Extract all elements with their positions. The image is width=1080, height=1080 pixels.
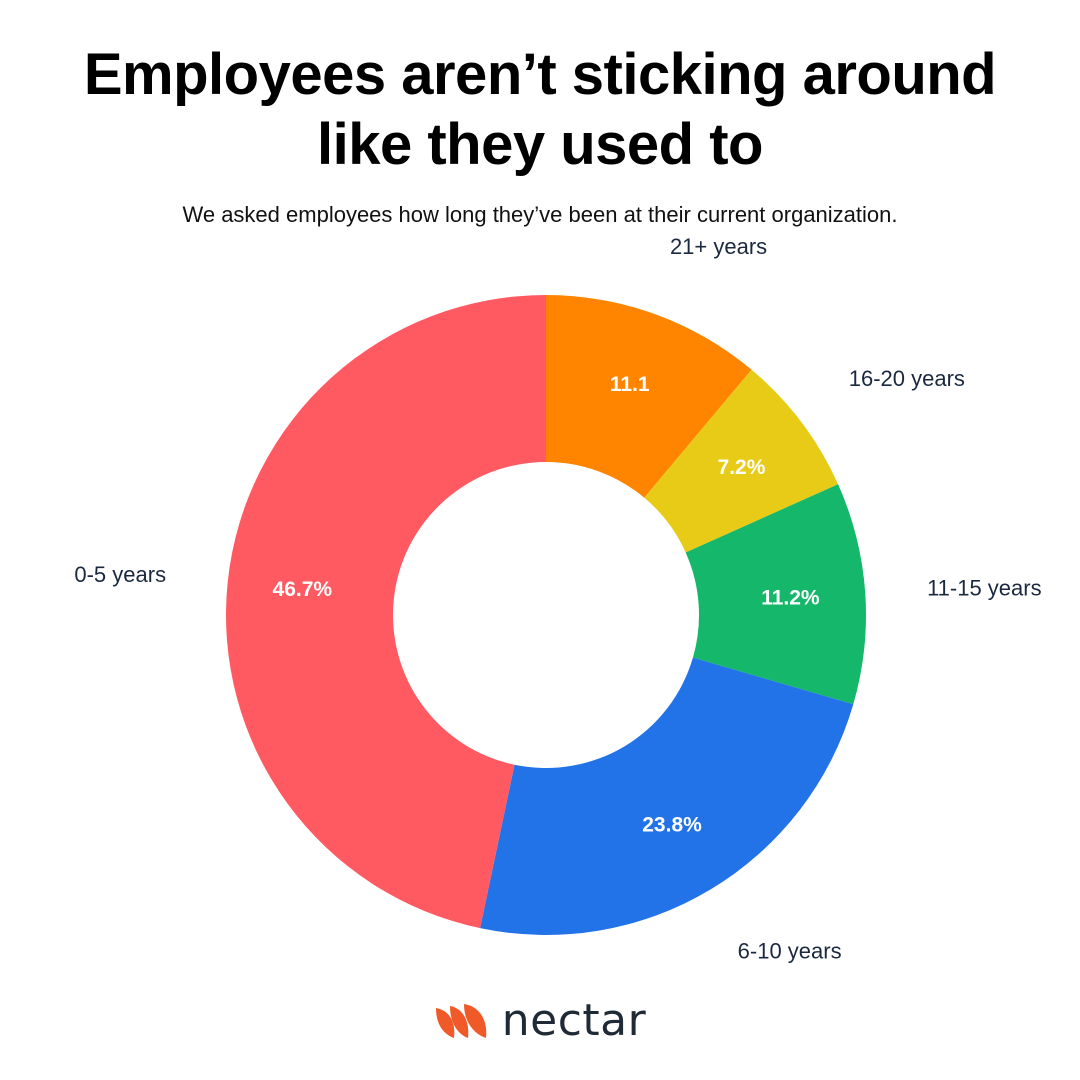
category-label: 16-20 years bbox=[849, 366, 965, 391]
slice-11-15-years bbox=[685, 484, 866, 705]
chart-subtitle: We asked employees how long they’ve been… bbox=[182, 202, 898, 227]
slice-0-5-years bbox=[226, 295, 546, 929]
chart-title: Employees aren’t sticking around like th… bbox=[0, 40, 1080, 180]
value-label: 46.7% bbox=[273, 578, 333, 601]
category-label: 11-15 years bbox=[927, 575, 1042, 600]
nectar-logo: nectar bbox=[0, 990, 1080, 1050]
slice-6-10-years bbox=[480, 657, 854, 935]
category-label: 6-10 years bbox=[738, 939, 842, 964]
value-label: 11.2% bbox=[761, 587, 820, 610]
nectar-logo-word: nectar bbox=[501, 994, 647, 1046]
slice-16-20-years bbox=[644, 369, 839, 553]
category-label: 0-5 years bbox=[74, 562, 166, 587]
title-line-1: Employees aren’t sticking around bbox=[83, 42, 997, 107]
title-line-2: like they used to bbox=[317, 112, 763, 177]
nectar-logo-icon bbox=[435, 1004, 487, 1038]
value-label: 7.2% bbox=[718, 456, 766, 479]
value-label: 11.1 bbox=[610, 373, 650, 396]
value-label: 23.8% bbox=[642, 814, 702, 837]
slice-21-years bbox=[546, 295, 752, 498]
category-label: 21+ years bbox=[670, 234, 767, 259]
